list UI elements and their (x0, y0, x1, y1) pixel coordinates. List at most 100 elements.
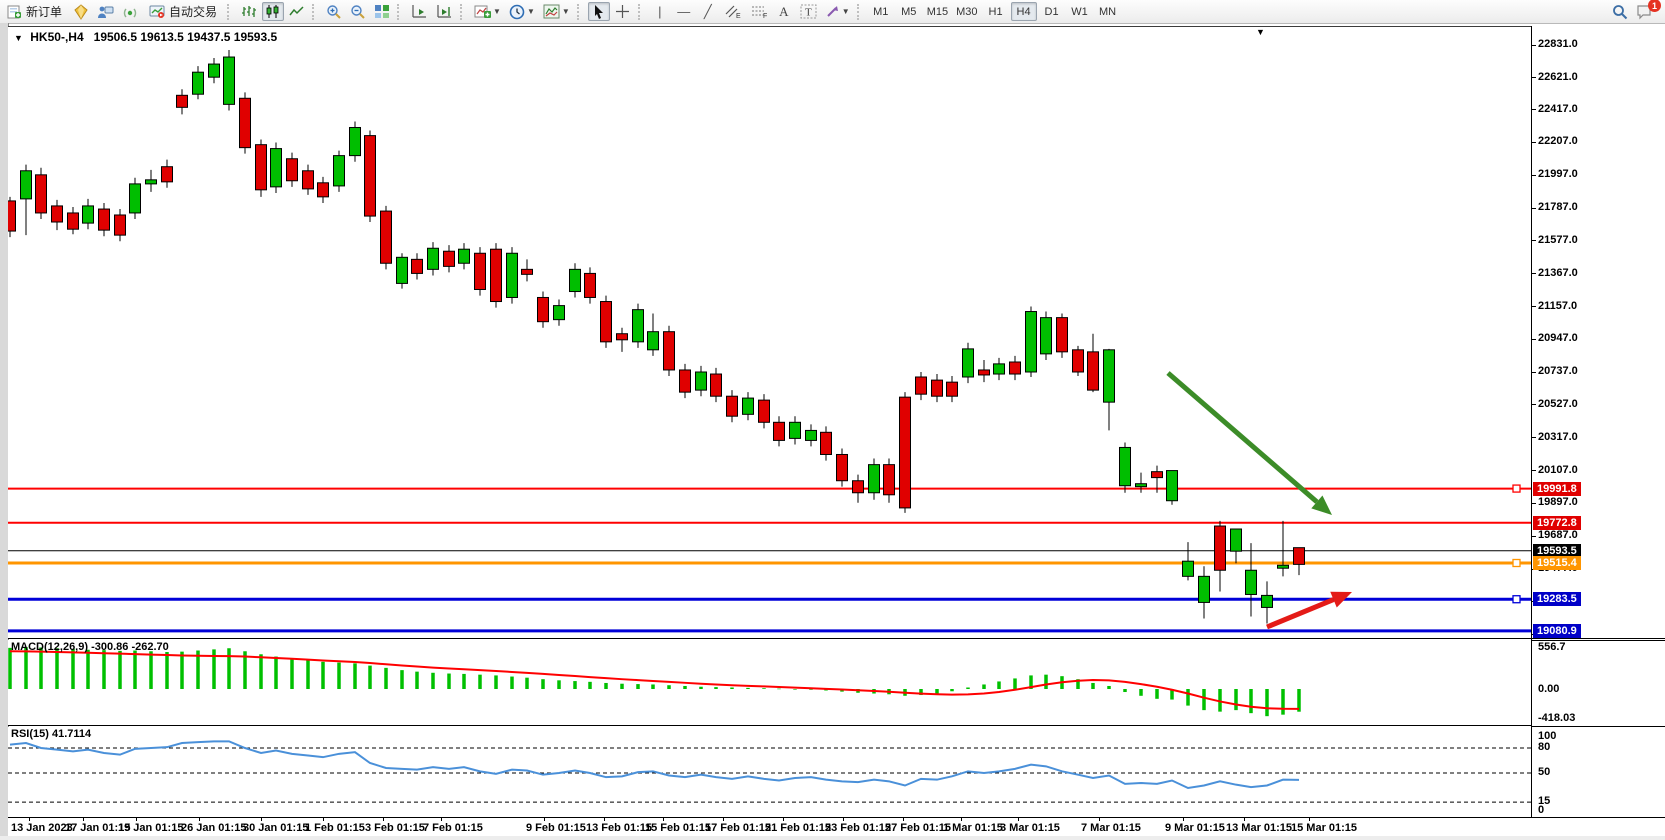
text-label-tool-button[interactable]: T (797, 2, 820, 21)
templates-button[interactable]: ▼ (540, 2, 573, 21)
price-tick-mark (1532, 502, 1536, 504)
macd-hist-bar (541, 679, 545, 689)
macd-hist-bar (415, 671, 419, 689)
candle-down (1087, 351, 1099, 391)
timeframe-m30-button[interactable]: M30 (956, 5, 978, 18)
toolbar-grip (637, 3, 645, 20)
macd-hist-bar (368, 665, 372, 689)
notifications-button[interactable]: 1 (1633, 0, 1661, 21)
candle-down (600, 301, 612, 343)
candle-down (931, 379, 943, 397)
timeframe-mn-button[interactable]: MN (1098, 5, 1117, 18)
candle-down (537, 296, 549, 323)
candle-up (333, 155, 345, 187)
bar-chart-button[interactable] (238, 2, 260, 21)
toolbar-grip (576, 3, 584, 20)
time-tick-mark (1183, 818, 1184, 821)
rsi-label: RSI(15) 41.7114 (11, 728, 92, 740)
macd-hist-bar (919, 689, 923, 696)
collapse-triangle-icon[interactable]: ▼ (14, 33, 23, 43)
timeframe-m1-button[interactable]: M1 (873, 5, 889, 18)
cursor-tool-button[interactable] (587, 2, 610, 21)
time-tick-label: 23 Feb 01:15 (825, 822, 892, 834)
downtrend-arrow-head (1311, 495, 1332, 515)
crosshair-tool-button[interactable] (612, 2, 634, 21)
time-tick-mark (663, 818, 664, 821)
line-chart-button[interactable] (286, 2, 308, 21)
tile-windows-button[interactable] (371, 2, 393, 21)
timeframe-m15-button[interactable]: M15 (926, 5, 949, 18)
timeframe-m5-button[interactable]: M5 (901, 5, 917, 18)
time-tick-label: 1 Mar 01:15 (943, 822, 1003, 834)
arrows-tool-icon (827, 6, 838, 17)
candle-down (663, 331, 675, 371)
macd-scale-label: 556.7 (1538, 640, 1566, 653)
autotrading-button[interactable]: 自动交易 (143, 2, 223, 21)
periods-button[interactable]: ▼ (506, 2, 538, 21)
panel-separator (1532, 638, 1665, 639)
timeframe-h4-button[interactable]: H4 (1010, 2, 1037, 21)
indicators-button[interactable]: ▼ (471, 2, 504, 21)
price-tick-mark (1532, 77, 1536, 79)
trendline-tool-button[interactable]: ╱ (697, 2, 719, 21)
candle-down (474, 252, 486, 291)
candlestick-chart-button[interactable] (262, 2, 285, 21)
price-badge-19283.5: 19283.5 (1533, 592, 1581, 607)
time-tick-label: 15 Mar 01:15 (1291, 822, 1358, 834)
signals-button[interactable] (119, 2, 141, 21)
time-tick-label: 13 Mar 01:15 (1226, 822, 1293, 834)
time-tick-label: 19 Jan 01:15 (118, 822, 184, 834)
vertical-line-tool-button[interactable]: | (649, 2, 671, 21)
chart-shift-button[interactable] (433, 2, 456, 21)
macd-hist-bar (462, 673, 466, 689)
text-label-icon: T (800, 4, 817, 19)
chart-shift-marker[interactable]: ▼ (1256, 27, 1265, 37)
macd-panel[interactable] (8, 640, 1531, 726)
auto-scroll-button[interactable] (408, 2, 431, 21)
candle-up (458, 248, 470, 264)
main-price-chart[interactable] (8, 26, 1531, 639)
level-handle-19991.8 (1512, 484, 1521, 493)
candle-down (239, 97, 251, 149)
mql-community-button[interactable] (70, 2, 92, 21)
rsi-panel[interactable] (8, 727, 1531, 817)
time-tick-mark (83, 818, 84, 821)
fibonacci-tool-button[interactable]: F (747, 2, 771, 21)
candle-down (1293, 547, 1305, 565)
equidistant-channel-tool-button[interactable]: E (721, 2, 745, 21)
chart-ohlc-values: 19506.5 19613.5 19437.5 19593.5 (93, 30, 278, 44)
zoom-in-button[interactable] (323, 2, 345, 21)
arrows-tool-button[interactable]: ▼ (822, 2, 853, 21)
time-tick-label: 1 Feb 01:15 (305, 822, 365, 834)
time-axis[interactable]: 13 Jan 2023 17 Jan 01:15 19 Jan 01:15 26 Ja… (8, 817, 1665, 837)
macd-hist-bar (227, 648, 231, 689)
price-axis[interactable]: 22831.0 22621.0 22417.0 22207.0 21997.0 21787… (1531, 26, 1665, 817)
candle-down (161, 166, 173, 183)
candle-down (836, 453, 848, 482)
timeframe-h1-button[interactable]: H1 (988, 5, 1003, 18)
macd-hist-bar (1123, 689, 1127, 693)
timeframe-w1-button[interactable]: W1 (1071, 5, 1088, 18)
dropdown-caret-icon: ▼ (526, 7, 535, 16)
editor-person-icon (98, 6, 114, 18)
candle-up (1198, 575, 1210, 603)
svg-text:F: F (763, 13, 767, 19)
time-tick-label: 27 Feb 01:15 (885, 822, 952, 834)
search-button[interactable] (1609, 2, 1631, 21)
search-icon (1613, 4, 1628, 19)
zoom-out-button[interactable] (347, 2, 369, 21)
text-tool-button[interactable]: A (773, 2, 795, 21)
horizontal-line-tool-button[interactable]: — (673, 2, 695, 21)
macd-hist-bar (133, 650, 137, 689)
metaeditor-button[interactable] (94, 2, 117, 21)
macd-hist-bar (935, 689, 939, 694)
level-handle-19515.4 (1512, 558, 1521, 568)
candle-down (302, 170, 314, 190)
time-tick-mark (843, 818, 844, 821)
candle-up (270, 148, 282, 188)
macd-hist-bar (966, 687, 970, 689)
timeframe-d1-button[interactable]: D1 (1044, 5, 1059, 18)
new-order-button[interactable]: 新订单 (1, 2, 68, 21)
macd-hist-bar (337, 662, 341, 689)
